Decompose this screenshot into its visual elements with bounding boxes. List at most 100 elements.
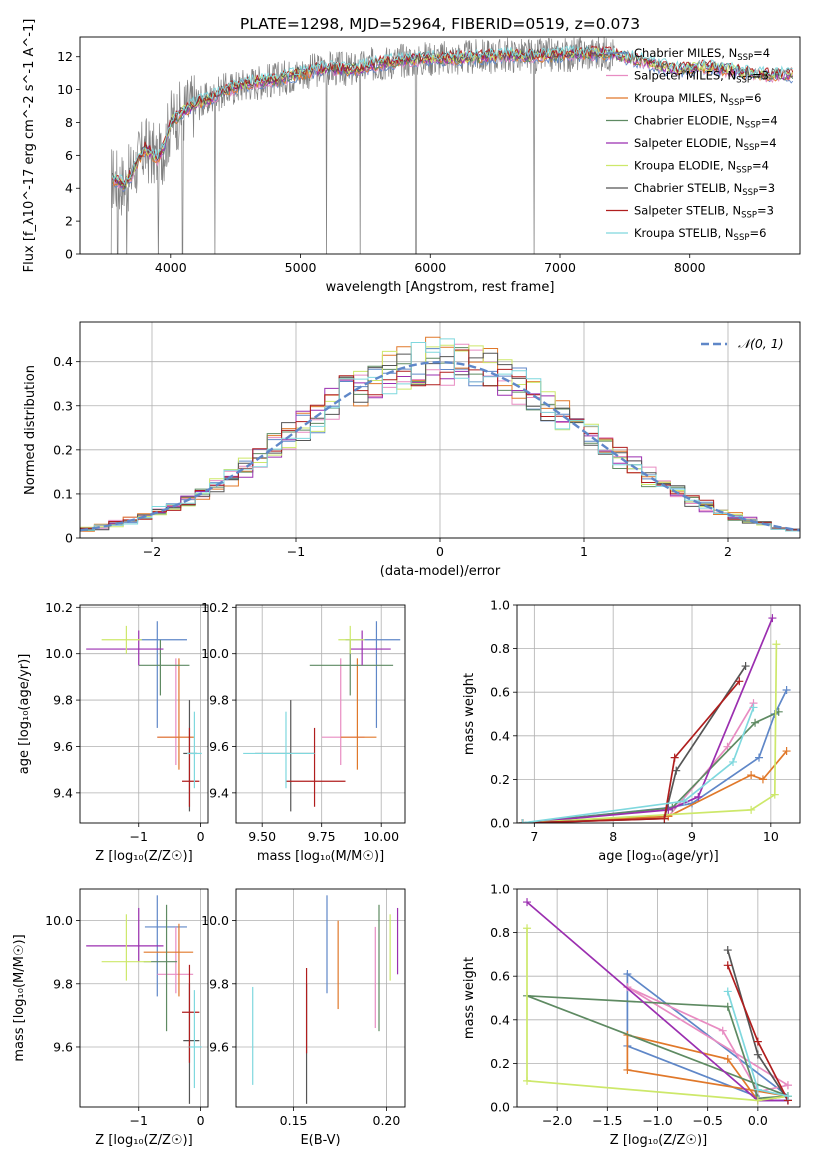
x-tick-label: 4000 xyxy=(155,260,187,275)
chart-cum_age: 7 8 9 10 0.0 0.2 0.4 0.6 0.8 1.0 age [log₁₀(age/yr… xyxy=(462,598,801,864)
axes-frame xyxy=(235,888,406,1108)
series-marker-kroupa_stelib xyxy=(723,987,732,996)
y-tick-label: 0 xyxy=(65,247,73,262)
plot-area xyxy=(80,336,800,532)
x-tick-label: −1 xyxy=(287,544,305,559)
x-tick-label: 1 xyxy=(580,544,588,559)
y-tick-label: 10.0 xyxy=(45,646,73,661)
x-tick-label: 8 xyxy=(609,829,617,844)
legend-subscript: SSP xyxy=(744,143,760,153)
series-marker-chabrier_elodie xyxy=(751,718,760,727)
y-tick-label: 4 xyxy=(65,181,73,196)
y-tick-label: 0.6 xyxy=(490,969,510,984)
y-tick-label: 9.8 xyxy=(209,693,229,708)
axes-frame xyxy=(79,36,801,255)
legend-subscript: SSP xyxy=(745,121,761,131)
x-axis-label: E(B-V) xyxy=(300,1133,340,1148)
series-marker-kroupa_stelib xyxy=(728,757,737,766)
series-line-kroupa_elodie xyxy=(526,928,789,1102)
legend-suffix: =3 xyxy=(752,69,769,83)
legend-suffix: =6 xyxy=(744,91,761,105)
series-marker-salpeter_stelib xyxy=(735,677,744,686)
x-axis-label: age [log₁₀(age/yr)] xyxy=(598,849,719,864)
legend-subscript: SSP xyxy=(742,188,758,198)
chart-residuals: −2 −1 0 1 2 0 0.1 0.2 0.3 0.4 𝒩(0, 1) (data-model)/… xyxy=(23,321,801,579)
y-tick-label: 9.6 xyxy=(209,1039,229,1054)
series-marker-kroupa_miles xyxy=(782,747,791,756)
series-marker-kroupa_stelib xyxy=(518,819,527,823)
series-marker-salpeter_stelib xyxy=(753,1037,762,1046)
x-tick-label: 9 xyxy=(688,829,696,844)
chart-spectrum: 4000 5000 6000 7000 8000 0 2 4 6 8 10 12 Chabrier MI… xyxy=(22,19,801,295)
y-tick-label: 0.4 xyxy=(490,728,510,743)
series-line-kroupa_elodie xyxy=(522,644,778,823)
y-tick-label: 10.0 xyxy=(201,913,229,928)
legend-suffix: =4 xyxy=(760,136,777,150)
series-marker-salpeter_miles xyxy=(783,1081,792,1090)
legend-suffix: =3 xyxy=(757,204,774,218)
series-marker-kroupa_stelib xyxy=(753,1085,762,1094)
x-tick-label: −2 xyxy=(143,544,161,559)
y-tick-label: 1.0 xyxy=(490,598,510,613)
series-line-chabrier_elodie xyxy=(522,711,780,823)
series-marker-salpeter_stelib xyxy=(670,753,679,762)
model-spectrum-kroupa_elodie xyxy=(112,47,794,187)
series-line-salpeter_stelib xyxy=(522,680,740,823)
y-tick-label: 8 xyxy=(65,115,73,130)
legend-label: Chabrier STELIB, NSSP=3 xyxy=(634,181,775,198)
series-marker-kroupa_stelib xyxy=(749,703,758,712)
series-line-kroupa_stelib xyxy=(522,707,755,823)
series-marker-chabrier_miles xyxy=(755,753,764,762)
x-axis-label: wavelength [Angstrom, rest frame] xyxy=(326,280,555,295)
y-tick-label: 10.0 xyxy=(201,646,229,661)
chart-mass_age: 9.50 9.75 10.00 9.4 9.6 9.8 10.0 10.2 mass [log₁… xyxy=(201,600,406,864)
y-axis-label: Flux [f_λ10^-17 erg cm^-2 s^-1 A^-1] xyxy=(22,19,37,273)
y-tick-label: 0.6 xyxy=(490,685,510,700)
y-tick-label: 0.8 xyxy=(490,925,510,940)
x-tick-label: 0 xyxy=(197,1113,205,1128)
series-marker-kroupa_stelib xyxy=(680,797,689,806)
legend-subscript: SSP xyxy=(734,233,750,243)
series-marker-kroupa_miles xyxy=(623,1065,632,1074)
legend-subscript: SSP xyxy=(736,76,752,86)
plot-area xyxy=(243,621,401,812)
y-tick-label: 0.8 xyxy=(490,641,510,656)
chart-z_mass: −1 0 9.6 9.8 10.0 Z [log₁₀(Z/Z☉)] mass [log₁₀(… xyxy=(12,888,209,1148)
y-tick-label: 6 xyxy=(65,148,73,163)
model-spectrum-kroupa_stelib xyxy=(111,44,793,185)
legend-label: Kroupa STELIB, NSSP=6 xyxy=(634,226,766,243)
axes-frame xyxy=(516,604,801,824)
axes-frame xyxy=(79,888,209,1108)
legend-label: Chabrier ELODIE, NSSP=4 xyxy=(634,114,778,131)
series-marker-kroupa_miles xyxy=(758,775,767,784)
series-marker-kroupa_elodie xyxy=(770,790,779,799)
series-marker-kroupa_stelib xyxy=(783,1092,792,1101)
axes-frame xyxy=(79,321,801,539)
y-tick-label: 0.0 xyxy=(490,816,510,831)
series-marker-salpeter_miles xyxy=(723,742,732,751)
y-tick-label: 10.0 xyxy=(45,913,73,928)
legend-suffix: =4 xyxy=(753,46,770,60)
x-tick-label: 9.75 xyxy=(308,829,336,844)
y-tick-label: 0.2 xyxy=(53,442,73,457)
axes-frame xyxy=(516,888,801,1108)
series-marker-chabrier_stelib xyxy=(672,766,681,775)
series-marker-chabrier_stelib xyxy=(741,662,750,671)
plot-area xyxy=(86,621,202,812)
x-axis-label: Z [log₁₀(Z/Z☉)] xyxy=(610,1133,707,1148)
x-tick-label: 7 xyxy=(530,829,538,844)
y-tick-label: 0.4 xyxy=(53,354,73,369)
y-tick-label: 0.2 xyxy=(490,772,510,787)
legend-subscript: SSP xyxy=(737,53,753,63)
legend-subscript: SSP xyxy=(736,166,752,176)
series-marker-kroupa_elodie xyxy=(747,805,756,814)
y-tick-label: 10.2 xyxy=(201,600,229,615)
x-tick-label: 6000 xyxy=(414,260,446,275)
y-tick-label: 9.6 xyxy=(53,739,73,754)
chart-cum_z: −2.0 −1.5 −1.0 −0.5 0.0 0.0 0.2 0.4 0.6 0.8 1.0 Z [… xyxy=(462,882,801,1148)
plot-area xyxy=(110,37,794,254)
legend-suffix: =3 xyxy=(758,181,775,195)
y-tick-label: 9.8 xyxy=(53,693,73,708)
plot-area xyxy=(518,614,791,823)
